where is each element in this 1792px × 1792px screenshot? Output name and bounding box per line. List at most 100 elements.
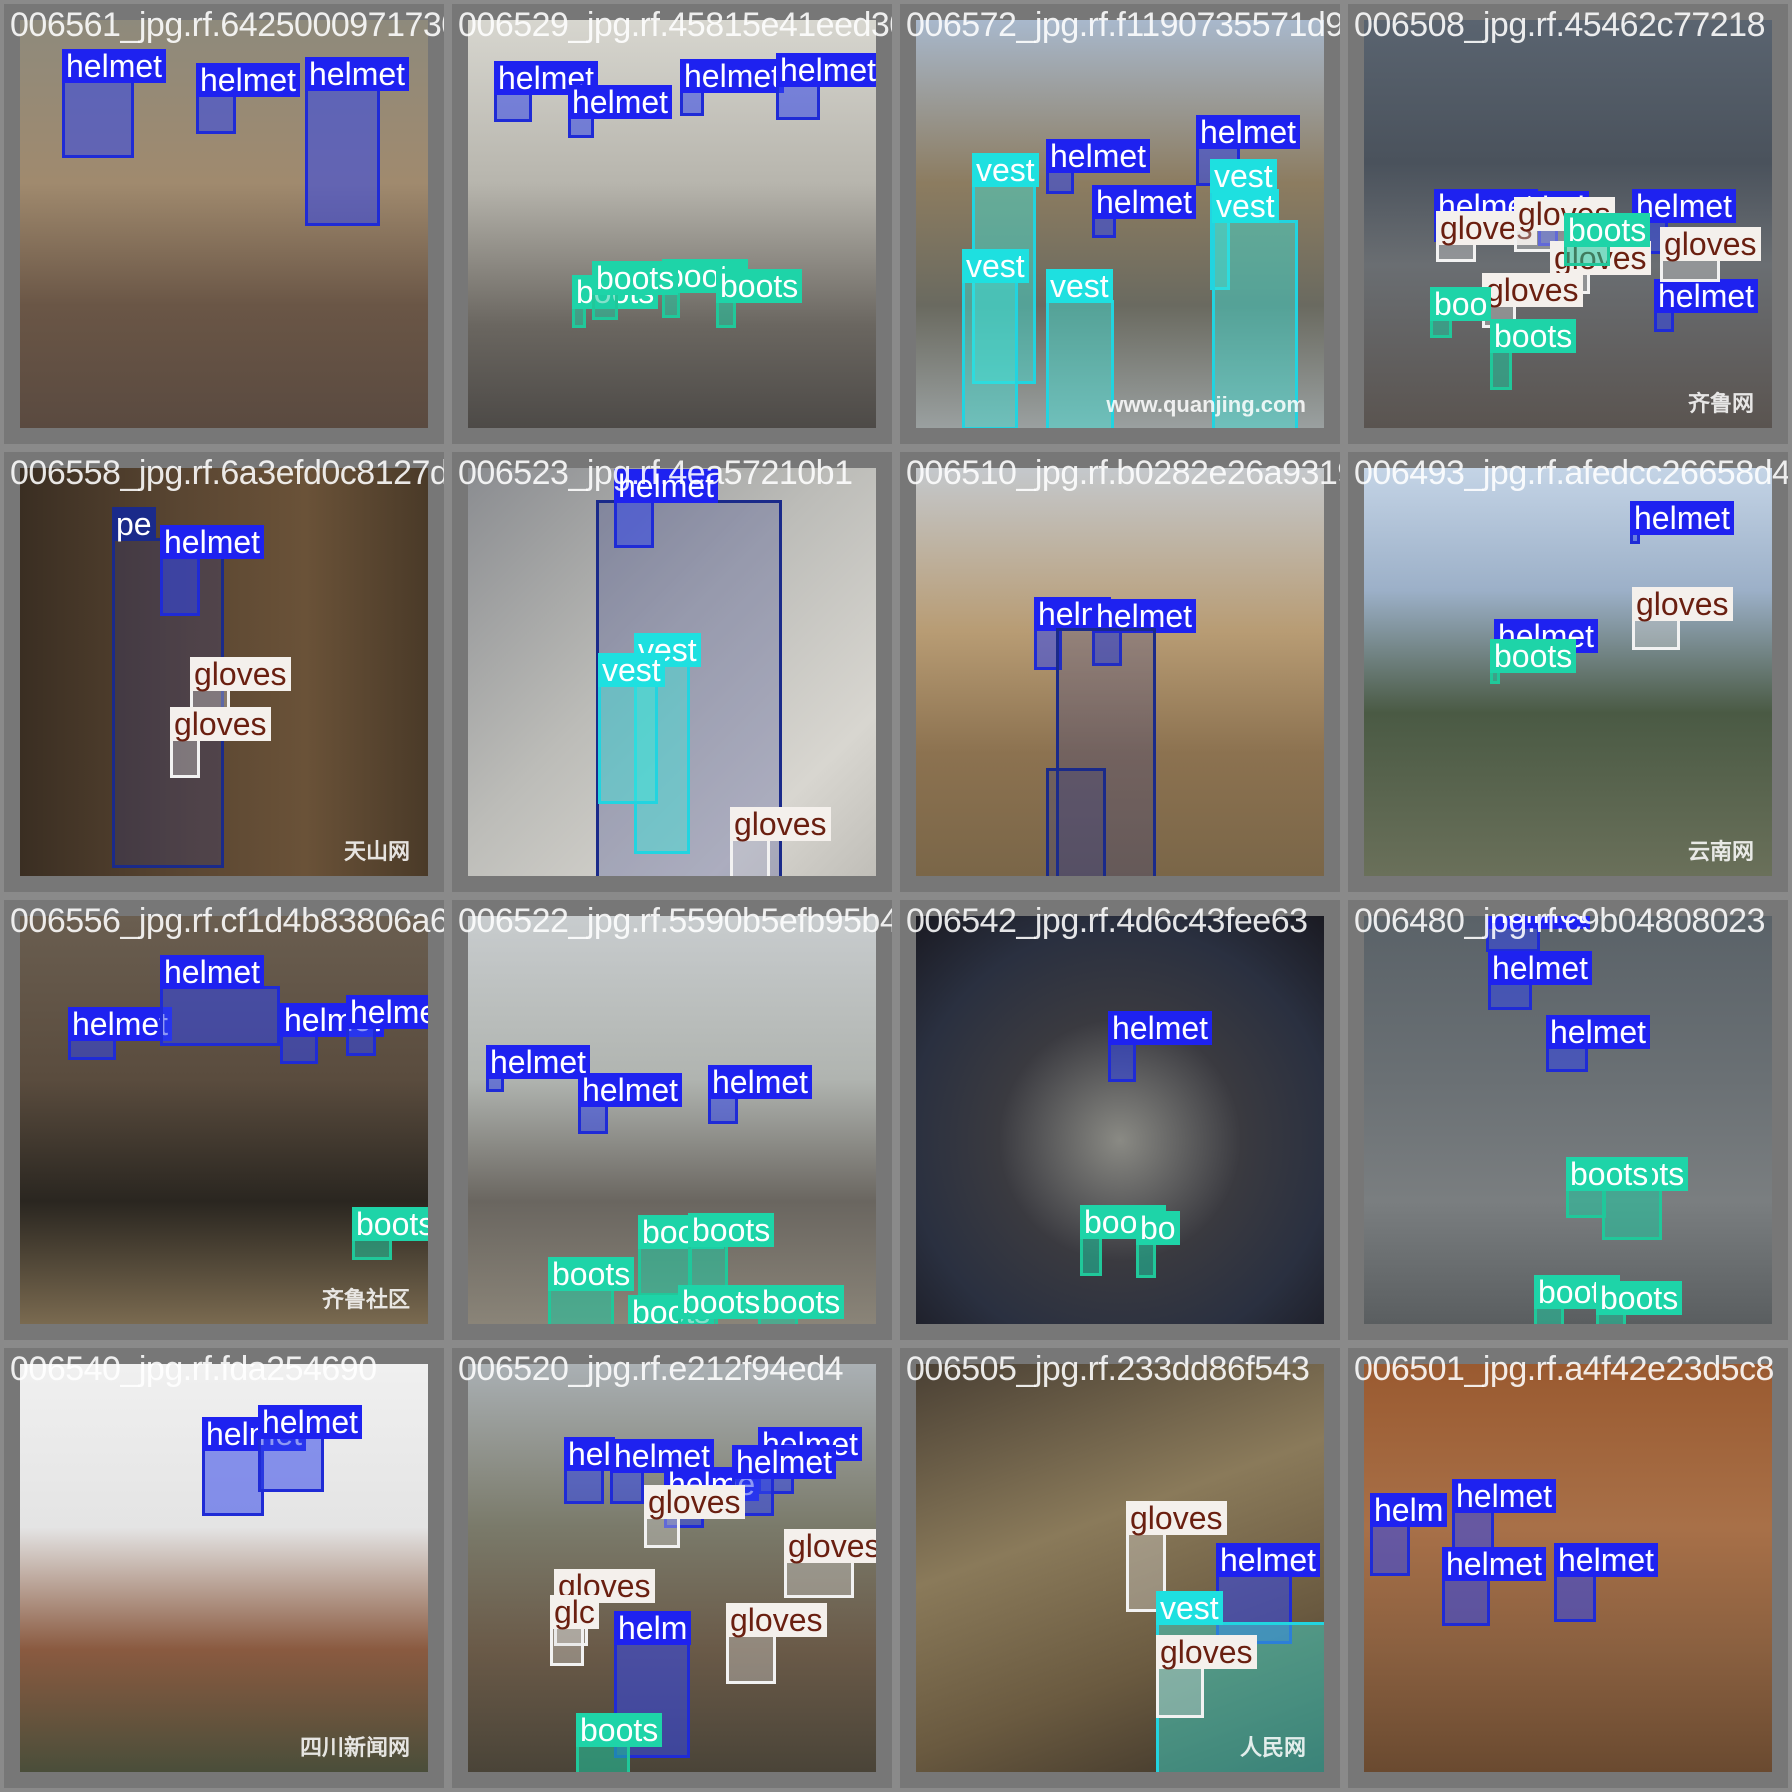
boots-detection-box: boots (1490, 639, 1577, 684)
helmet-detection-box: helmet (1654, 279, 1759, 332)
mosaic-tile: helm helmet helmet helmet 006501_jpg.rf.a4f4… (1348, 1348, 1788, 1788)
helmet-detection-box: helm (1370, 1493, 1448, 1576)
helmet-detection-box: helmet (1092, 185, 1197, 238)
detection-label: helmet (614, 469, 719, 503)
helmet-detection-box: helmet (196, 63, 301, 134)
detection-label: boots (678, 1285, 765, 1319)
gloves-detection-box: gloves (1660, 227, 1761, 282)
tile-filename: 006529_jpg.rf.45815e41eed30a (458, 6, 892, 44)
helmet-detection-box: helmet (68, 1007, 173, 1060)
detection-label: helmet (1108, 1011, 1213, 1045)
boots-detection-box: boots (688, 1213, 775, 1296)
detection-label: gloves (784, 1529, 876, 1563)
boots-detection-box: boots (1080, 1205, 1167, 1276)
boots-detection-box: boots (1566, 1157, 1653, 1218)
tile-watermark: 四川新闻网 (299, 1735, 410, 1760)
helmet-detection-box: helmet (62, 49, 167, 158)
tile-photo: helm helmet (916, 468, 1324, 876)
tile-filename: 006556_jpg.rf.cf1d4b83806a6 (10, 902, 444, 940)
gloves-detection-box: gloves (726, 1603, 827, 1684)
detection-label: vest (1156, 1591, 1223, 1625)
detection-label: helmet (68, 1007, 173, 1041)
tile-photo: helmet helmet helmet (20, 20, 428, 428)
mosaic-tile: helmet helmet helmet boots boots boots boots bo… (452, 900, 892, 1340)
vest-detection-box: vest (1046, 269, 1114, 428)
tile-photo: helmet helmet helmet boots boots boots boots bo… (468, 916, 876, 1324)
detection-label: helmet (1452, 1479, 1557, 1513)
tile-filename: 006493_jpg.rf.afedcc26658d4 (1354, 454, 1788, 492)
tile-photo: 天山网 pe helmet gloves gloves (20, 468, 428, 876)
tile-photo: helmet boots bo (916, 916, 1324, 1324)
helmet-detection-box: helmet (202, 1417, 307, 1516)
detection-label: helmet (680, 59, 785, 93)
detection-label: helmet (62, 49, 167, 83)
helmet-detection-box: helmet (258, 1405, 363, 1492)
boots-detection-box: boots (716, 269, 803, 328)
helmet-detection-box: helmet (346, 995, 428, 1056)
mosaic-tile: 云南网 helmet helmet gloves boots 006493_jpg.rf.… (1348, 452, 1788, 892)
detection-label: helmet (305, 57, 410, 91)
detection-label: boots (758, 1285, 845, 1319)
boots-detection-box: boots (1602, 1157, 1689, 1240)
helmet-detection-box: helmet (708, 1065, 813, 1124)
gloves-detection-box: gloves (170, 707, 271, 778)
helmet-detection-box: helmet (680, 59, 785, 116)
boots-detection-box: boo (1430, 287, 1492, 338)
detection-label: gloves (1156, 1635, 1257, 1669)
detection-label: helm (1370, 1493, 1448, 1527)
detection-label: gloves (1126, 1501, 1227, 1535)
helmet-detection-box: helmet (776, 53, 876, 120)
helmet-detection-box: helmet (1442, 1547, 1547, 1626)
detection-label: boots (688, 1213, 775, 1247)
helmet-detection-box: hel (564, 1437, 615, 1504)
helmet-detection-box: helmet (160, 955, 280, 1046)
tile-photo: 齐鲁网helmethelhelmethelmetglovesglovesglov… (1364, 20, 1772, 428)
boots-detection-box: boots (592, 261, 679, 320)
detection-label: vest (962, 249, 1029, 283)
detection-label: helmet (196, 63, 301, 97)
mosaic-tile: hel helmet helmet helme helmet helm gloves glov… (452, 1348, 892, 1788)
detection-label: gloves (726, 1603, 827, 1637)
detection-label: helmet (1442, 1547, 1547, 1581)
tile-watermark: 人民网 (1239, 1735, 1306, 1760)
detection-label: boots (1490, 319, 1577, 353)
detection-label: vest (598, 653, 665, 687)
mosaic-tile: 天山网 pe helmet gloves gloves 006558_jpg.rf.6a3… (4, 452, 444, 892)
tile-filename: 006572_jpg.rf.f1190735571d9 (906, 6, 1340, 44)
detection-label: helmet (1546, 1015, 1651, 1049)
tile-photo: helmet vest vest gloves (468, 468, 876, 876)
gloves-detection-box: gloves (1436, 211, 1537, 262)
detection-label: helmet (1046, 139, 1151, 173)
vest-detection-box: vest (972, 153, 1039, 384)
tile-photo: www.quanjing.com helmet helmet helmet vest ve… (916, 20, 1324, 428)
tile-photo: hel helmet helmet helme helmet helm gloves glov… (468, 1364, 876, 1772)
tile-watermark: 齐鲁网 (1687, 391, 1754, 416)
gloves-detection-box: glc (550, 1595, 599, 1666)
boots-detection-box: boots (1490, 319, 1577, 390)
vest-detection-box: vest (1212, 189, 1298, 428)
mosaic-tile: helmet helmet helmet 006561_jpg.rf.64250009… (4, 4, 444, 444)
detection-label: boots (716, 269, 803, 303)
detection-label: helmet (708, 1065, 813, 1099)
mosaic-tile: www.quanjing.com helmet helmet helmet vest ve… (900, 4, 1340, 444)
detection-label: gloves (1632, 587, 1733, 621)
helmet-detection-box: helmet (1630, 501, 1735, 544)
mosaic-tile: helmet vest vest gloves 006523_jpg.rf.4ea572… (452, 452, 892, 892)
tile-filename: 006561_jpg.rf.64250009717308852999 (10, 6, 444, 44)
detection-label: vest (1210, 159, 1277, 193)
detection-label: helmet (160, 955, 265, 989)
tile-photo: 四川新闻网 helmet helmet (20, 1364, 428, 1772)
detection-label: helmet (1092, 599, 1197, 633)
detection-label: helmet (1554, 1543, 1659, 1577)
mosaic-tile: 齐鲁网helmethelhelmethelmetglovesglovesglov… (1348, 4, 1788, 444)
boots-detection-box: boots (548, 1257, 635, 1324)
gloves-detection-box: gloves (644, 1485, 745, 1548)
mosaic-tile: helm helmet 006510_jpg.rf.b0282e26a9319 (900, 452, 1340, 892)
tile-filename: 006480_jpg.rf.c9b04808023 (1354, 902, 1766, 940)
tile-photo: 人民网 gloves helmet vest gloves (916, 1364, 1324, 1772)
mosaic-tile: 人民网 gloves helmet vest gloves 006505_jpg.rf.2… (900, 1348, 1340, 1788)
tile-watermark: 天山网 (343, 839, 410, 864)
detection-label: gloves (1660, 227, 1761, 261)
helmet-detection-box: helmet (610, 1439, 715, 1504)
